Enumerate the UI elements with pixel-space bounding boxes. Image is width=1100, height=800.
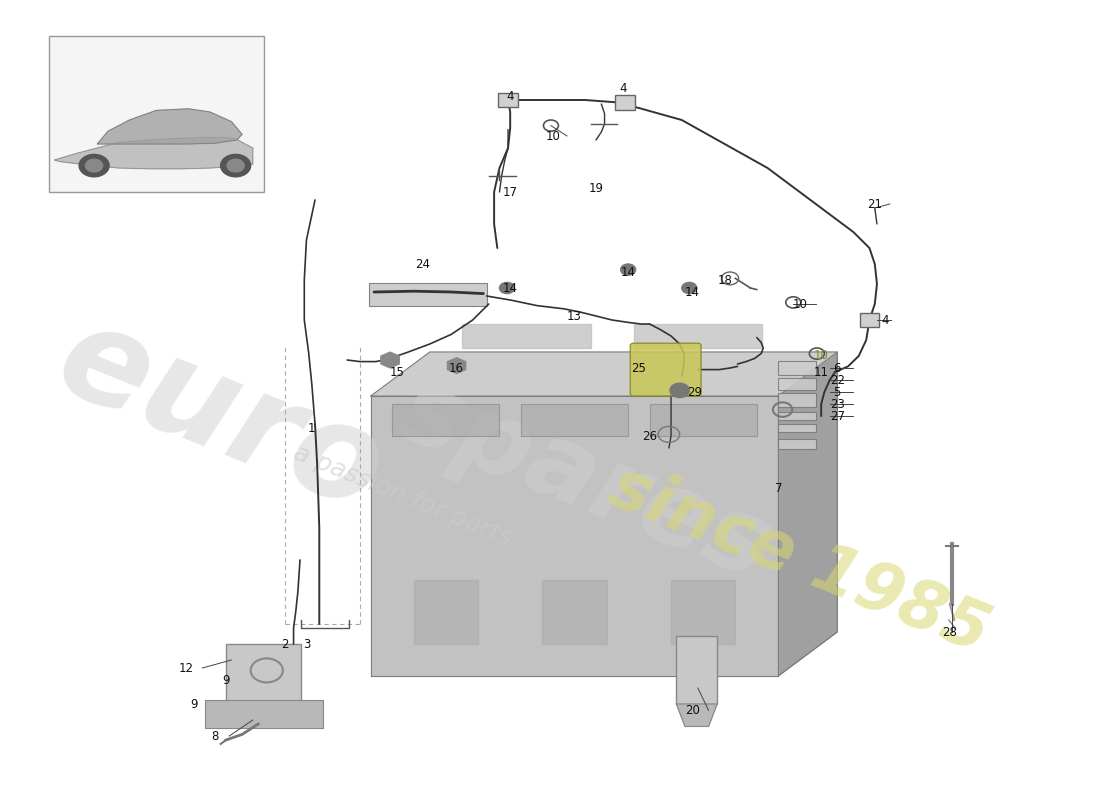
Text: 3: 3 — [302, 638, 310, 650]
Text: 19: 19 — [588, 182, 604, 194]
Polygon shape — [671, 580, 736, 644]
Text: 20: 20 — [685, 704, 700, 717]
Text: 16: 16 — [449, 362, 464, 374]
Circle shape — [79, 154, 109, 177]
Circle shape — [682, 282, 696, 294]
Bar — [498, 93, 518, 107]
Polygon shape — [371, 396, 779, 676]
Bar — [676, 636, 717, 704]
Text: 4: 4 — [619, 82, 627, 94]
Polygon shape — [779, 352, 837, 676]
Polygon shape — [54, 138, 253, 169]
Text: 27: 27 — [829, 410, 845, 422]
Polygon shape — [462, 324, 591, 348]
Bar — [368, 283, 486, 306]
Text: 9: 9 — [190, 698, 198, 710]
Text: a passion for parts: a passion for parts — [290, 441, 516, 551]
Polygon shape — [414, 580, 478, 644]
Text: euro: euro — [40, 294, 402, 538]
Bar — [226, 644, 301, 704]
Text: 8: 8 — [211, 730, 219, 742]
Text: 5: 5 — [834, 386, 842, 398]
Text: 23: 23 — [829, 398, 845, 410]
Text: 28: 28 — [943, 626, 957, 638]
Polygon shape — [97, 109, 242, 144]
Bar — [50, 36, 264, 192]
Text: 15: 15 — [390, 366, 405, 378]
Polygon shape — [650, 404, 757, 436]
Text: 10: 10 — [792, 298, 807, 310]
Text: 17: 17 — [503, 186, 518, 198]
Text: 4: 4 — [882, 314, 889, 326]
Text: since 1985: since 1985 — [601, 454, 999, 666]
Text: 10: 10 — [546, 130, 561, 142]
Text: 26: 26 — [642, 430, 657, 442]
Bar — [779, 424, 816, 432]
Text: spares: spares — [385, 360, 785, 600]
FancyBboxPatch shape — [630, 343, 701, 396]
Text: 14: 14 — [685, 286, 700, 298]
Polygon shape — [521, 404, 628, 436]
Text: 14: 14 — [503, 282, 518, 294]
Text: 18: 18 — [717, 274, 733, 286]
Circle shape — [620, 264, 636, 275]
Text: 14: 14 — [620, 266, 636, 278]
Bar — [205, 700, 322, 728]
Text: 13: 13 — [568, 310, 582, 322]
Polygon shape — [676, 704, 717, 726]
Bar — [779, 439, 816, 449]
Circle shape — [86, 159, 102, 172]
Bar — [860, 313, 879, 327]
Text: 2: 2 — [282, 638, 288, 650]
Circle shape — [221, 154, 251, 177]
Text: 11: 11 — [814, 366, 828, 378]
Text: 4: 4 — [506, 90, 514, 102]
Polygon shape — [371, 352, 837, 396]
Circle shape — [227, 159, 244, 172]
Text: 12: 12 — [179, 662, 194, 674]
Bar — [779, 361, 816, 375]
Text: 10: 10 — [814, 350, 828, 362]
Text: 1: 1 — [308, 422, 316, 434]
Bar — [779, 393, 816, 407]
Text: 6: 6 — [834, 362, 842, 374]
Text: 9: 9 — [222, 674, 230, 686]
Text: 22: 22 — [829, 374, 845, 386]
Text: 21: 21 — [867, 198, 882, 210]
Polygon shape — [542, 580, 607, 644]
Polygon shape — [393, 404, 499, 436]
Text: 24: 24 — [415, 258, 430, 270]
Circle shape — [670, 383, 690, 398]
Circle shape — [499, 282, 515, 294]
Polygon shape — [634, 324, 762, 348]
Bar — [615, 95, 635, 110]
Bar — [779, 412, 816, 420]
Bar — [779, 378, 816, 390]
Text: 29: 29 — [688, 386, 702, 398]
Text: 25: 25 — [631, 362, 647, 374]
Text: 7: 7 — [774, 482, 782, 494]
